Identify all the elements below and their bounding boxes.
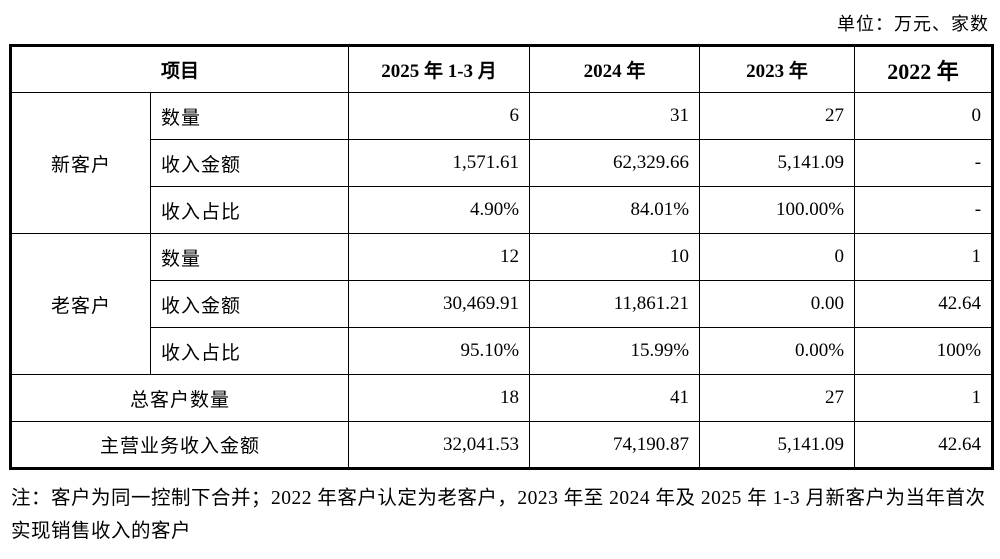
header-col-2022: 2022 年 <box>854 45 994 93</box>
summary-label-total-customers: 总客户数量 <box>9 374 350 422</box>
header-item: 项目 <box>9 45 350 93</box>
summary-label-main-revenue: 主营业务收入金额 <box>9 421 350 469</box>
table-cell: 84.01% <box>529 186 701 234</box>
table-cell: 1 <box>854 374 994 422</box>
table-cell: 12 <box>348 233 531 281</box>
table-cell: 74,190.87 <box>529 421 701 469</box>
table-cell: 41 <box>529 374 701 422</box>
table-row: 新客户 数量 6 31 27 0 <box>10 92 994 234</box>
customer-revenue-table: 项目 2025 年 1-3 月 2024 年 2023 年 2022 年 新客户… <box>9 44 995 470</box>
table-cell: 95.10% <box>348 327 531 375</box>
table-cell: 0 <box>699 233 856 281</box>
table-cell: 15.99% <box>529 327 701 375</box>
table-cell: 62,329.66 <box>529 139 701 187</box>
row-label: 收入金额 <box>149 139 350 187</box>
row-label: 数量 <box>149 233 350 281</box>
note-text: 注：客户为同一控制下合并；2022 年客户认定为老客户，2023 年至 2024… <box>11 488 986 542</box>
table-cell: 18 <box>348 374 531 422</box>
table-cell: 32,041.53 <box>348 421 531 469</box>
table-cell: 6 <box>348 92 531 140</box>
table-cell: 0 <box>854 92 994 140</box>
table-cell: - <box>854 139 994 187</box>
table-cell: 100% <box>854 327 994 375</box>
table-row: 主营业务收入金额 32,041.53 74,190.87 5,141.09 42… <box>9 421 994 469</box>
table-row: 收入金额 30,469.91 11,861.21 0.00 42.64 <box>11 280 994 328</box>
table-row: 总客户数量 18 41 27 1 <box>9 374 994 422</box>
table-cell: 0.00% <box>699 327 856 375</box>
header-col-2023: 2023 年 <box>699 45 856 93</box>
row-label: 收入占比 <box>149 327 350 375</box>
table-cell: 4.90% <box>348 186 531 234</box>
row-label: 收入占比 <box>149 186 350 234</box>
header-col-2024: 2024 年 <box>529 45 701 93</box>
table-cell: 0.00 <box>699 280 856 328</box>
table-cell: 27 <box>699 374 856 422</box>
table-cell: 5,141.09 <box>699 139 856 187</box>
table-row: 老客户 数量 12 10 0 1 <box>10 233 994 375</box>
header-col-2025q1: 2025 年 1-3 月 <box>348 45 531 93</box>
table-cell: 42.64 <box>854 280 994 328</box>
group-name-new-customers: 新客户 <box>10 92 151 234</box>
table-cell: 30,469.91 <box>348 280 531 328</box>
table-cell: 1,571.61 <box>348 139 531 187</box>
group-name-old-customers: 老客户 <box>10 233 151 375</box>
row-label: 数量 <box>149 92 350 140</box>
table-cell: 42.64 <box>854 421 994 469</box>
table-cell: 27 <box>699 92 856 140</box>
table-cell: 31 <box>529 92 701 140</box>
table-row: 收入占比 95.10% 15.99% 0.00% 100% <box>11 327 994 375</box>
table-cell: 5,141.09 <box>699 421 856 469</box>
table-cell: - <box>854 186 994 234</box>
unit-label: 单位：万元、家数 <box>837 14 989 34</box>
table-row: 收入金额 1,571.61 62,329.66 5,141.09 - <box>11 139 994 187</box>
table-header-row: 项目 2025 年 1-3 月 2024 年 2023 年 2022 年 <box>9 45 994 93</box>
table-cell: 100.00% <box>699 186 856 234</box>
table-row: 收入占比 4.90% 84.01% 100.00% - <box>11 186 994 234</box>
row-label: 收入金额 <box>149 280 350 328</box>
table-cell: 11,861.21 <box>529 280 701 328</box>
table-cell: 1 <box>854 233 994 281</box>
table-cell: 10 <box>529 233 701 281</box>
